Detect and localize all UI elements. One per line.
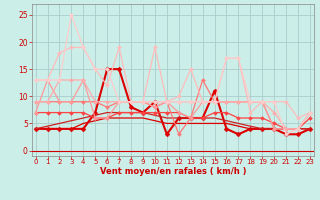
X-axis label: Vent moyen/en rafales ( km/h ): Vent moyen/en rafales ( km/h ) (100, 167, 246, 176)
